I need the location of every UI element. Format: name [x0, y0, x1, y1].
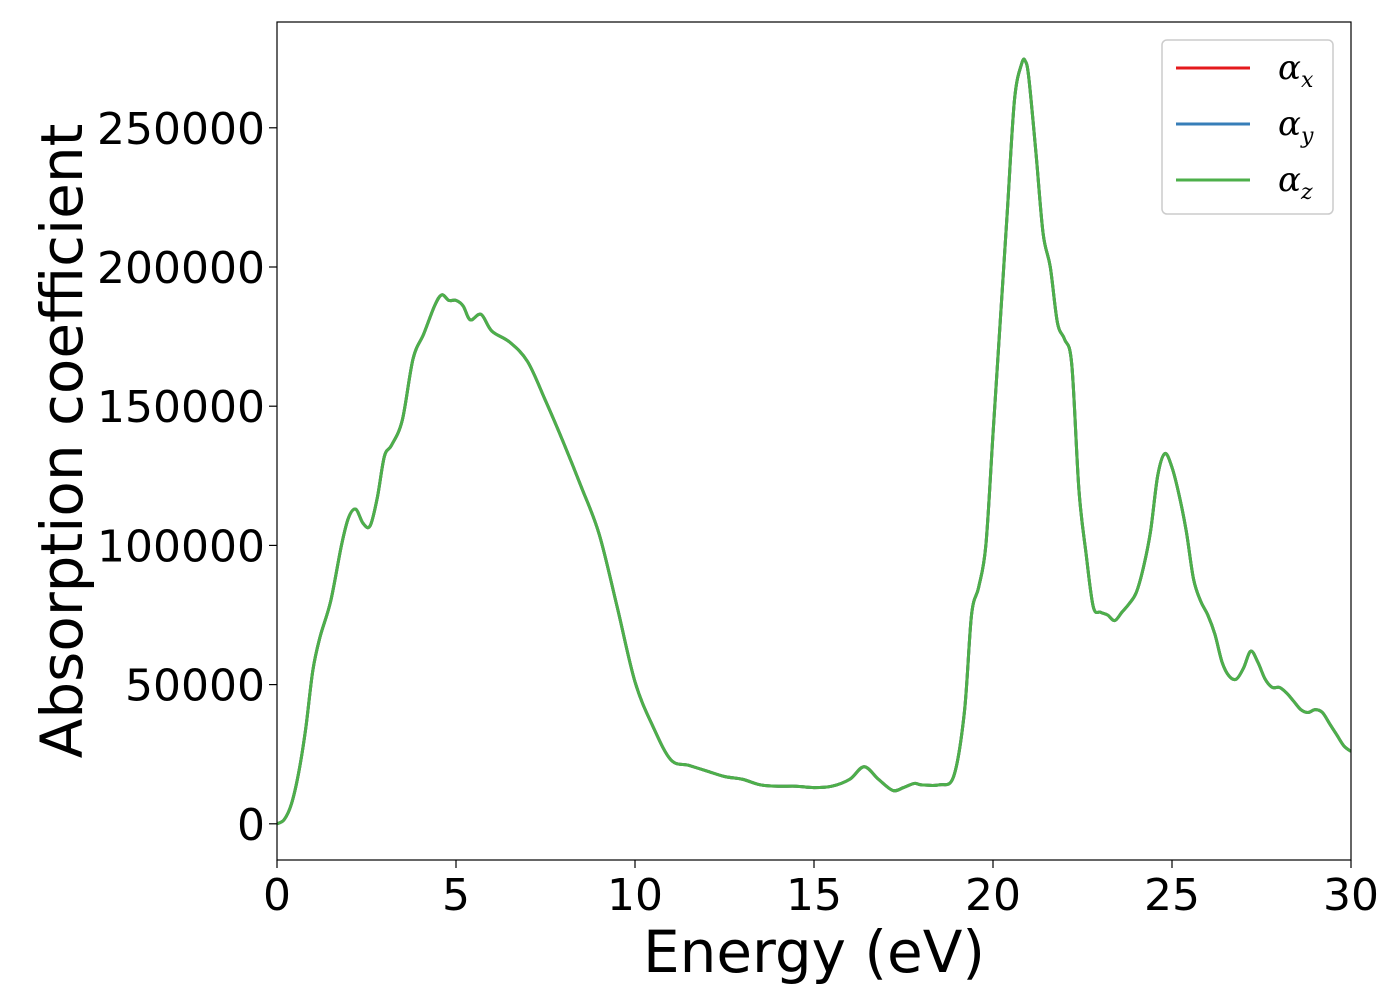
y-tick-label: 50000 [125, 661, 265, 712]
y-tick-label: 200000 [97, 243, 265, 294]
y-tick-label: 150000 [97, 382, 265, 433]
legend-entry-label: αz [1278, 160, 1313, 205]
legend: αx αy αz [1161, 39, 1334, 215]
x-tick-label: 10 [607, 870, 663, 921]
x-tick-label: 0 [263, 870, 291, 921]
x-axis-label: Energy (eV) [643, 918, 985, 986]
series-layer [277, 57, 1351, 826]
y-axis-ticks: 0 50000 100000 150000 200000 250000 [97, 104, 277, 851]
y-tick-label: 0 [237, 800, 265, 851]
x-tick-label: 25 [1144, 870, 1200, 921]
legend-entry-label: αx [1278, 48, 1314, 93]
y-axis-label: Absorption coefficient [28, 124, 96, 759]
legend-entry-label: αy [1278, 104, 1314, 149]
x-tick-label: 5 [442, 870, 470, 921]
x-tick-label: 30 [1323, 870, 1379, 921]
y-tick-label: 100000 [97, 521, 265, 572]
legend-box [1161, 39, 1334, 215]
x-axis-ticks: 0 5 10 15 20 25 30 [263, 860, 1379, 921]
x-tick-label: 15 [786, 870, 842, 921]
x-tick-label: 20 [965, 870, 1021, 921]
y-tick-label: 250000 [97, 104, 265, 155]
series-line-alpha-z [277, 57, 1351, 826]
